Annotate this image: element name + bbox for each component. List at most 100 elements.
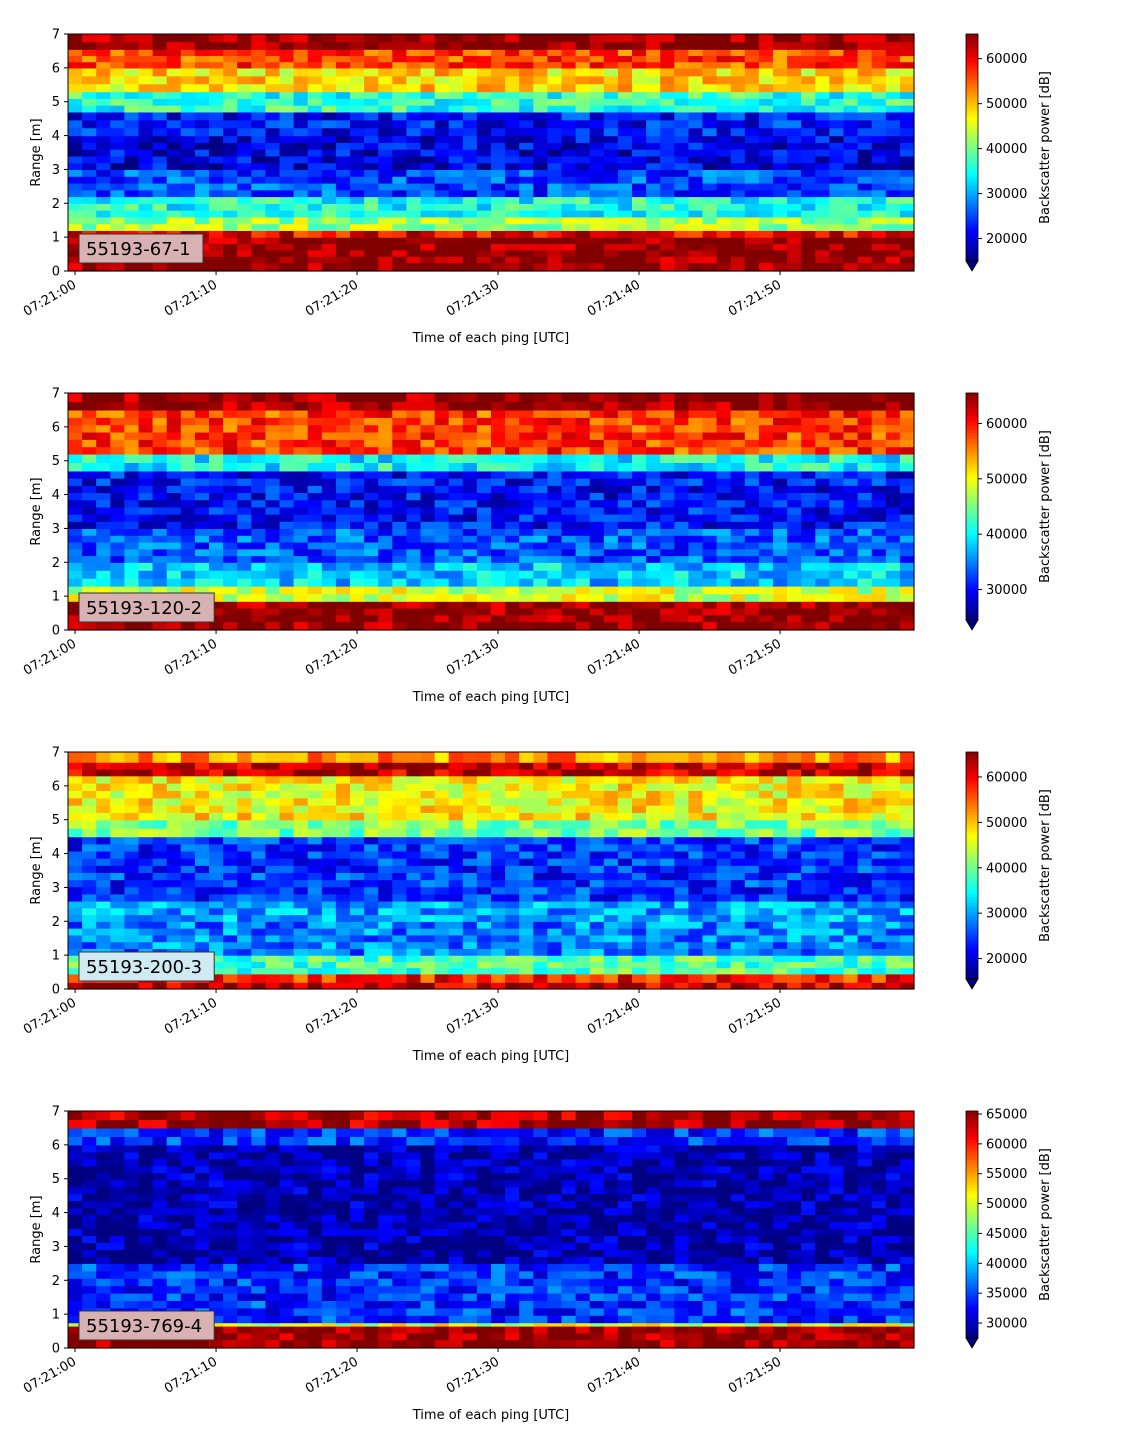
colorbar-segment <box>966 401 978 405</box>
heatmap-cell <box>152 485 168 494</box>
heatmap-cell <box>392 446 407 455</box>
heatmap-cell <box>561 928 577 936</box>
heatmap-cell <box>730 955 746 962</box>
heatmap-cell <box>265 934 281 943</box>
heatmap-cell <box>547 230 563 238</box>
heatmap-cell <box>462 948 478 956</box>
heatmap-cell <box>702 961 718 969</box>
heatmap-cell <box>519 961 534 969</box>
heatmap-cell <box>533 607 548 616</box>
heatmap-cell <box>209 105 224 113</box>
heatmap-cell <box>575 223 591 231</box>
heatmap-cell <box>575 462 591 472</box>
heatmap-cell <box>420 948 436 956</box>
heatmap-cell <box>364 182 379 191</box>
heatmap-cell <box>801 127 816 137</box>
heatmap-cell <box>688 409 704 418</box>
heatmap-cell <box>392 196 407 204</box>
heatmap-cell <box>180 135 196 143</box>
heatmap-cell <box>110 424 125 433</box>
heatmap-cell <box>646 401 661 411</box>
heatmap-cell <box>166 470 182 479</box>
heatmap-cell <box>307 127 323 137</box>
heatmap-cell <box>279 142 295 150</box>
heatmap-cell <box>575 417 591 426</box>
heatmap-cell <box>815 973 830 983</box>
heatmap-cell <box>166 928 182 936</box>
heatmap-cell <box>575 91 591 99</box>
heatmap-cell <box>434 593 450 602</box>
heatmap-cell <box>660 237 675 245</box>
heatmap-cell <box>857 973 873 983</box>
heatmap-cell <box>617 914 633 922</box>
heatmap-cell <box>378 470 393 479</box>
heatmap-cell <box>462 203 478 211</box>
heatmap-cell <box>646 216 661 225</box>
colorbar-tick-label: 30000 <box>986 583 1027 598</box>
heatmap-cell <box>152 176 168 184</box>
heatmap-cell <box>434 499 450 508</box>
heatmap-cell <box>110 34 125 43</box>
heatmap-cell <box>96 223 111 231</box>
heatmap-cell <box>674 934 689 943</box>
heatmap-cell <box>82 446 97 455</box>
heatmap-cell <box>462 601 478 609</box>
heatmap-cell <box>744 162 760 171</box>
heatmap-cell <box>434 514 450 522</box>
heatmap-cell <box>660 230 675 238</box>
heatmap-cell <box>885 900 901 909</box>
heatmap-cell <box>406 249 422 257</box>
heatmap-cell <box>491 439 506 448</box>
heatmap-cell <box>96 417 111 426</box>
heatmap-cell <box>420 914 436 922</box>
heatmap-cell <box>364 548 379 557</box>
heatmap-cell <box>406 256 422 264</box>
heatmap-cell <box>124 439 140 448</box>
heatmap-cell <box>801 105 816 113</box>
heatmap-cell <box>392 98 407 106</box>
heatmap-cell <box>138 621 154 631</box>
heatmap-cell <box>646 462 661 472</box>
heatmap-cell <box>617 570 633 579</box>
heatmap-cell <box>82 401 97 411</box>
heatmap-cell <box>265 528 281 536</box>
heatmap-cell <box>307 41 323 50</box>
heatmap-cell <box>829 593 845 602</box>
heatmap-cell <box>787 98 802 106</box>
heatmap-cell <box>251 127 266 137</box>
heatmap-cell <box>152 914 168 922</box>
heatmap-cell <box>589 105 605 113</box>
heatmap-cell <box>82 431 97 440</box>
heatmap-cell <box>617 34 633 43</box>
colorbar-segment <box>966 429 978 434</box>
heatmap-cell <box>744 75 760 85</box>
heatmap-cell <box>209 75 224 85</box>
colorbar-segment <box>966 241 978 245</box>
heatmap-cell <box>519 948 534 956</box>
heatmap-cell <box>646 111 661 121</box>
heatmap-cell <box>392 439 407 448</box>
heatmap-cell <box>462 41 478 50</box>
heatmap-cell <box>617 528 633 536</box>
colorbar-segment <box>966 164 978 168</box>
heatmap-cell <box>519 237 534 245</box>
heatmap-cell <box>885 135 901 143</box>
heatmap-cell <box>209 914 224 922</box>
heatmap-cell <box>491 614 506 623</box>
heatmap-cell <box>843 907 859 916</box>
heatmap-cell <box>575 237 591 245</box>
heatmap-cell <box>265 578 281 587</box>
heatmap-cell <box>617 393 633 403</box>
heatmap-cell <box>730 169 746 177</box>
heatmap-cell <box>899 439 915 448</box>
heatmap-cell <box>293 424 309 433</box>
heatmap-cell <box>420 607 436 616</box>
heatmap-cell <box>364 249 379 257</box>
heatmap-cell <box>124 555 140 563</box>
heatmap-cell <box>843 982 859 990</box>
heatmap-cell <box>533 119 548 129</box>
colorbar-segment <box>966 45 978 49</box>
heatmap-cell <box>378 941 393 949</box>
heatmap-cell <box>702 593 718 602</box>
